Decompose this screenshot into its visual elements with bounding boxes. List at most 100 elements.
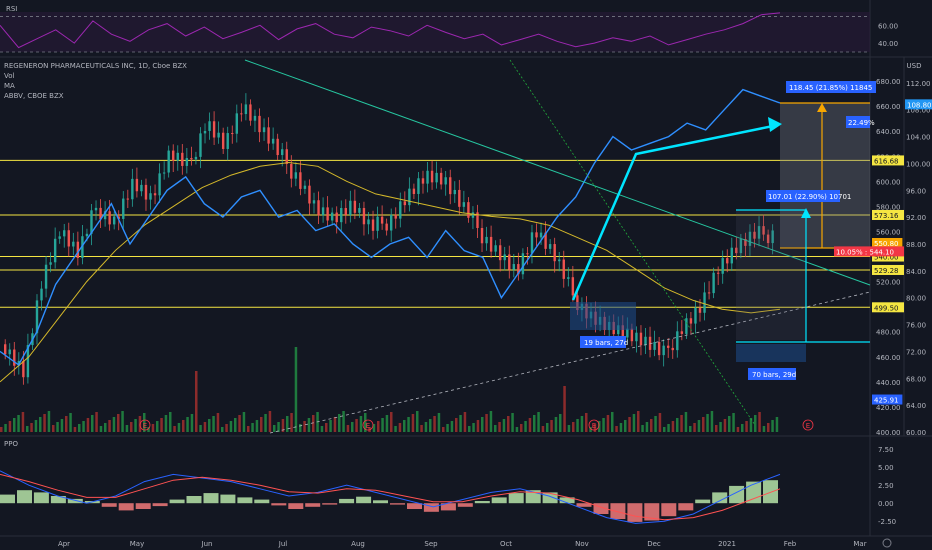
candle-body [135,178,139,192]
volume-bar [56,422,59,432]
volume-bar [394,426,397,432]
candle-body [203,130,207,134]
horizontal-levels [0,159,870,308]
candle-body [539,232,543,238]
right-tick-label: 108.00 [906,107,931,115]
range-box[interactable] [570,302,636,330]
volume-bar [502,419,506,432]
volume-bar [91,415,94,432]
rsi-price-axis[interactable]: 40.00 60.00 [878,22,898,48]
candle-body [721,258,724,274]
ppo-histogram-bar [474,501,490,504]
volume-bar [541,426,545,432]
legend-vol[interactable]: Vol [4,72,15,80]
price-axis-right[interactable]: 60.00 64.00 68.00 72.00 76.00 80.00 84.00 88.00… [906,80,931,437]
trendline-down[interactable] [244,59,871,286]
volume-bar [572,422,575,432]
right-tick-label: 92.00 [906,214,926,222]
candle-body [735,247,738,254]
candle-body [535,232,538,238]
volume-bar [47,411,51,432]
legend-abbv[interactable]: ABBV, CBOE BZX [4,92,64,100]
candle-body [249,104,252,121]
candle-body [494,245,497,252]
volume-bar [242,412,246,432]
volume-bar [494,425,497,432]
candle-body [299,172,302,189]
candle-body [176,152,179,161]
volume-bar [281,419,285,432]
ppo-histogram-bar [101,503,117,507]
earnings-icon[interactable] [362,419,374,431]
symbol-title[interactable]: REGENERON PHARMACEUTICALS INC, 1D, Cboe … [4,62,187,70]
volume-bar [73,427,77,432]
trendline-support[interactable] [269,291,871,434]
volume-bar [706,414,709,432]
candle-body [671,347,674,351]
projection-arrow[interactable] [571,123,779,301]
volume-bar [13,418,16,432]
volume-bar [212,416,215,432]
volume-bar [117,414,120,432]
ppo-histogram-bar [17,490,32,504]
left-tick-label: 420.00 [876,404,901,412]
candle-body [85,233,89,237]
rsi-tick-label: 40.00 [878,40,898,48]
ppo-histogram-bar [135,503,151,509]
earnings-icon[interactable] [802,419,814,431]
candle-body [49,262,52,265]
candle-body [726,258,729,264]
ppo-histogram-bar [169,499,185,504]
rsi-pane[interactable]: RSI 40.00 60.00 [0,5,898,53]
volume-bar [689,426,692,432]
volume-bar [203,422,207,432]
measure-box-mid[interactable] [736,210,806,340]
candle-body [94,207,98,211]
earnings-icon[interactable] [139,419,151,431]
measure-label: 22.49% [848,119,875,127]
volume-bars [0,347,779,432]
volume-bar [628,417,631,432]
ppo-histogram-bar [390,503,405,505]
candle-body [571,277,575,296]
volume-bar [407,417,410,432]
ppo-histogram-bar [678,503,694,511]
candle-body [303,185,307,189]
time-axis[interactable]: Apr May Jun Jul Aug Sep Oct Nov Dec 2021 Feb Mar [58,540,867,548]
volume-bar [745,421,748,432]
rsi-tick-label: 60.00 [878,22,898,30]
level-price-label: 573.16 [874,212,899,220]
candle-body [258,115,261,133]
legend-ma[interactable]: MA [4,82,15,90]
volume-bar [632,414,636,432]
ppo-pane[interactable]: PPO -2.50 0.00 2.50 5.00 7.50 [0,440,896,526]
candle-body [271,138,275,144]
range-box[interactable] [736,344,806,362]
left-tick-label: 480.00 [876,329,901,337]
candle-body [226,133,229,149]
measure-label: 107.01 (22.90%) 10701 [768,193,851,201]
volume-bar [247,426,250,432]
main-pane[interactable]: E E E E 118.45 (21.85%) 11845 22.49% 107… [0,59,932,437]
gear-icon[interactable] [882,538,892,548]
trendline-steep[interactable] [509,59,756,426]
candle-body [430,170,434,183]
volume-bar [221,427,224,432]
candle-body [153,193,157,196]
ppo-axis[interactable]: -2.50 0.00 2.50 5.00 7.50 [878,446,896,526]
ppo-histogram-bar [322,503,338,505]
earnings-icon[interactable] [588,419,600,431]
ppo-histogram-bar [203,493,219,504]
candle-body [453,189,456,195]
volume-bar [268,411,272,432]
volume-bar [99,426,103,432]
volume-bar [589,427,592,432]
candle-body [685,318,688,334]
candle-body [221,132,225,149]
chart-settings-icon[interactable] [882,538,892,548]
earnings-markers[interactable]: E E E E [139,419,814,431]
candle-body [390,214,393,231]
candle-body [644,336,647,346]
right-tick-label: 96.00 [906,187,926,195]
